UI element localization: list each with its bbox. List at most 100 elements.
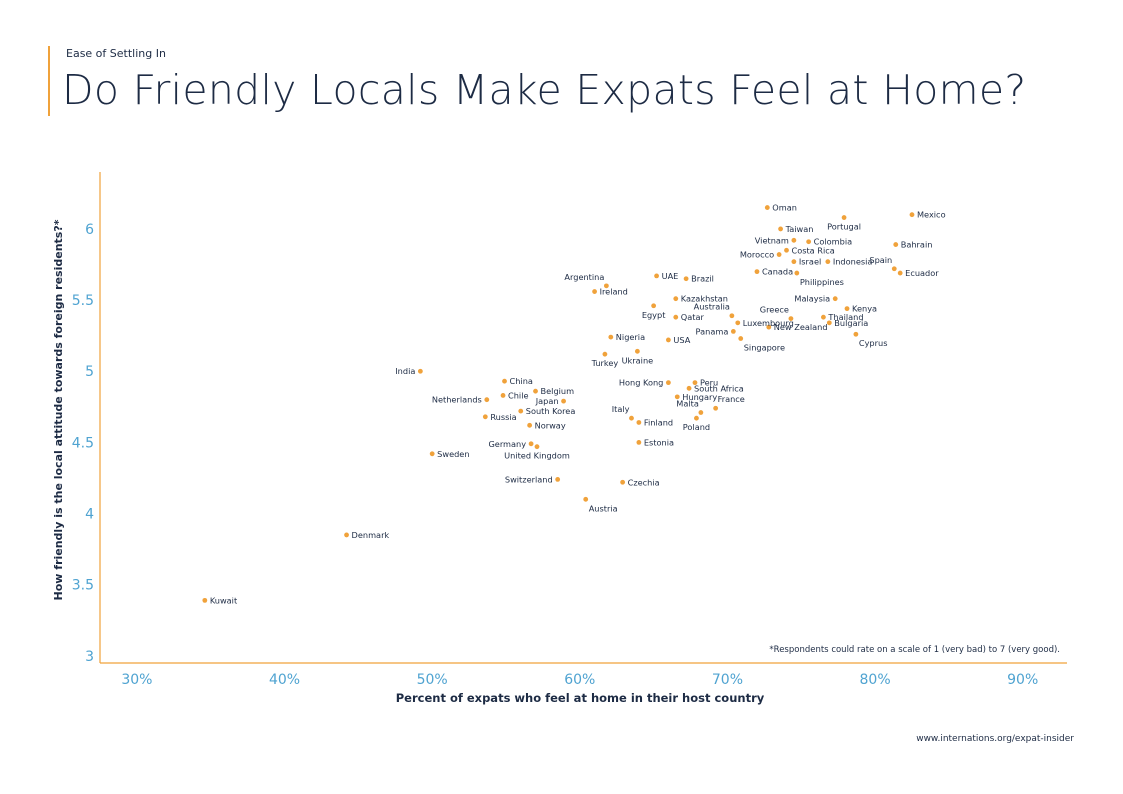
data-point — [778, 226, 783, 232]
data-point-label: Sweden — [437, 449, 469, 459]
x-tick-label: 30% — [121, 672, 152, 688]
data-point — [482, 414, 488, 420]
data-point — [592, 289, 597, 294]
data-point — [636, 440, 642, 445]
source-url: www.internations.org/expat-insider — [916, 734, 1074, 744]
data-point — [694, 415, 699, 421]
data-point — [674, 394, 680, 400]
data-point — [698, 410, 704, 415]
data-point-label: Taiwan — [785, 224, 814, 234]
data-point — [788, 316, 794, 321]
data-point-label: Malta — [676, 399, 699, 409]
data-point-label: Greece — [760, 305, 789, 315]
data-point — [692, 380, 698, 386]
data-point-label: UAE — [662, 271, 679, 281]
data-point — [502, 378, 507, 384]
data-point — [729, 313, 735, 319]
data-point — [735, 320, 741, 326]
data-point-label: Kuwait — [210, 595, 238, 605]
data-point-label: Ireland — [600, 287, 628, 297]
title-accent-bar — [48, 46, 50, 116]
data-point — [909, 212, 915, 218]
data-point-label: Germany — [488, 439, 526, 449]
data-point-label: Spain — [869, 255, 892, 265]
y-tick-label: 4 — [85, 507, 94, 523]
data-point-label: Portugal — [827, 222, 861, 232]
y-axis-label: How friendly is the local attitude towar… — [52, 219, 65, 600]
data-point-label: Colombia — [814, 237, 852, 247]
data-point-label: Thailand — [827, 312, 863, 322]
x-axis-label: Percent of expats who feel at home in th… — [396, 691, 765, 705]
data-point — [527, 422, 533, 428]
data-point — [806, 239, 812, 245]
data-point — [500, 393, 506, 398]
x-tick-label: 90% — [1007, 672, 1038, 688]
data-point-label: Peru — [700, 378, 718, 388]
data-point-label: Poland — [683, 422, 710, 432]
y-tick-label: 5.5 — [72, 293, 94, 309]
data-point-label: Indonesia — [833, 257, 873, 267]
data-point-label: Mexico — [917, 210, 946, 220]
section-kicker: Ease of Settling In — [66, 47, 166, 60]
data-point-label: Russia — [490, 412, 516, 422]
data-point-label: France — [718, 394, 745, 404]
data-point-label: Cyprus — [859, 338, 888, 348]
data-point-label: USA — [673, 335, 690, 345]
data-point-label: Denmark — [352, 530, 390, 540]
x-tick-label: 80% — [860, 672, 891, 688]
chart-points — [202, 205, 915, 603]
data-point-label: Czechia — [628, 477, 660, 487]
data-point — [825, 259, 831, 265]
data-point — [841, 215, 847, 220]
data-point-label: Chile — [508, 390, 528, 400]
data-point — [683, 276, 689, 282]
data-point-label: Bulgaria — [834, 318, 868, 328]
data-point-label: Qatar — [681, 312, 705, 322]
data-point-label: Malaysia — [794, 294, 830, 304]
data-point — [665, 337, 671, 343]
data-point — [533, 388, 538, 394]
x-tick-label: 70% — [712, 672, 743, 688]
data-point — [832, 296, 838, 302]
data-point-label: Hungary — [682, 392, 717, 402]
data-point-label: Oman — [772, 203, 797, 213]
data-point-label: Panama — [696, 326, 729, 336]
data-point — [738, 336, 744, 341]
data-point-label: Brazil — [691, 274, 714, 284]
data-point — [713, 405, 719, 411]
data-point-label: Israel — [799, 257, 821, 267]
data-point — [791, 259, 797, 265]
data-point — [484, 397, 490, 403]
data-point-label: Estonia — [644, 437, 674, 447]
data-point — [528, 441, 534, 447]
y-tick-label: 3 — [85, 649, 94, 665]
data-point-label: Argentina — [564, 272, 604, 282]
y-tick-label: 4.5 — [72, 435, 94, 451]
y-tick-label: 6 — [85, 222, 94, 238]
data-point-label: Vietnam — [755, 235, 789, 245]
data-point-label: New Zealand — [774, 322, 828, 332]
chart-ticks: 30% 40% 50% 60% 70% 80% 90% 3 3.5 4 4.5 5 5.5 6 — [72, 222, 1039, 688]
data-point-label: China — [510, 376, 533, 386]
data-point — [344, 532, 349, 538]
data-point — [518, 408, 524, 414]
data-point — [853, 331, 859, 337]
data-point — [897, 270, 903, 276]
data-point-label: Australia — [694, 302, 730, 312]
data-point-label: United Kingdom — [504, 451, 570, 461]
chart-axes — [99, 172, 1067, 664]
data-point-label: Finland — [644, 417, 673, 427]
data-point — [534, 444, 540, 450]
data-point — [417, 368, 423, 374]
data-point — [766, 324, 772, 330]
data-point — [686, 385, 692, 391]
data-point — [429, 451, 435, 457]
data-point — [629, 415, 634, 421]
data-point — [620, 479, 626, 485]
data-point-label: Singapore — [744, 343, 785, 353]
data-point-label: Costa Rica — [791, 245, 834, 255]
data-point-label: Ecuador — [905, 268, 939, 278]
data-point-label: Switzerland — [505, 474, 553, 484]
data-point — [791, 237, 797, 243]
x-tick-label: 60% — [564, 672, 595, 688]
